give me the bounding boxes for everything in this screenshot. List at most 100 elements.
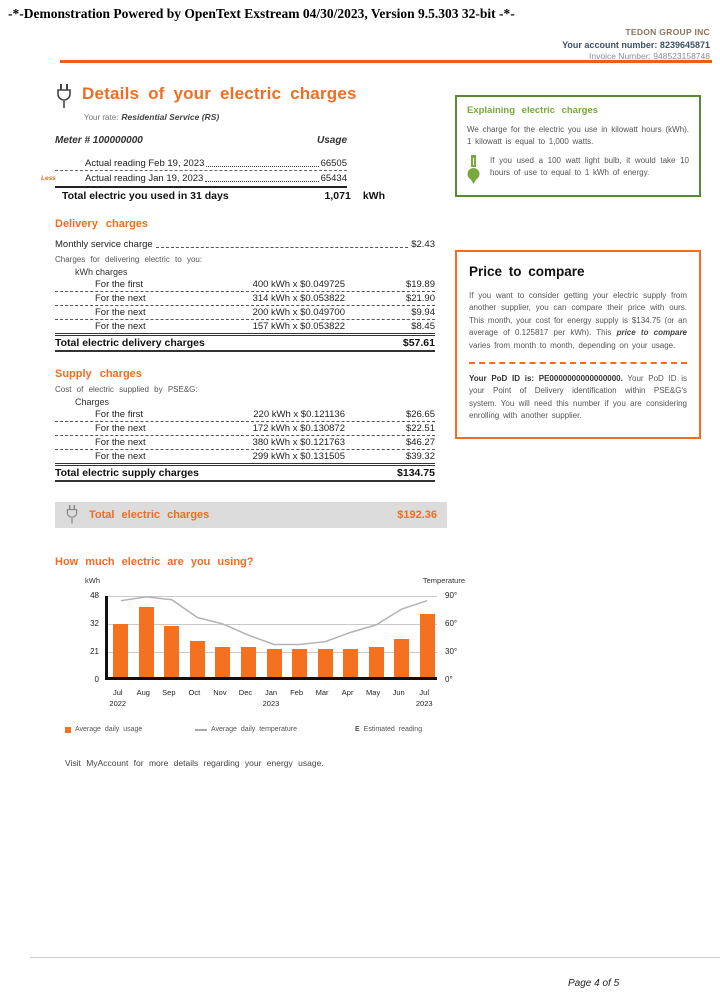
plug-icon [57,84,71,108]
section-details: Details of your electric charges [55,84,447,110]
footer-divider [30,957,720,958]
delivery-rows: For the first 400 kWh x $0.049725 $19.89… [55,278,447,333]
delivery-total-amount: $57.61 [402,337,435,349]
gridline [108,596,437,597]
usage-bar [266,649,282,677]
temperature-line [120,596,428,646]
left-axis-label: kWh [85,576,100,585]
monthly-service-amount: $2.43 [411,239,435,250]
demo-banner: -*-Demonstration Powered by OpenText Exs… [8,6,515,21]
usage-bar [240,646,256,677]
month-label: Apr [341,688,354,697]
monthly-service-row: Monthly service charge $2.43 [55,239,435,250]
dotted-leader [205,173,319,182]
supply-intro: Cost of electric supplied by PSE&G: [55,385,198,394]
usage-bar [113,623,129,677]
month-label: Jan [264,688,278,697]
delivery-title: Delivery charges [55,218,149,230]
month-label: Jul [112,688,123,697]
usage-total-row: Total electric you used in 31 days 1,071… [55,190,385,202]
delivery-intro: Charges for delivering electric to you: [55,255,203,264]
usage-chart: kWh Temperature 48 32 21 0 90° 60° 30° 0… [55,576,465,748]
usage-bar [292,649,308,677]
year-label: 2023 [262,699,280,708]
right-axis-label: Temperature [422,576,465,585]
year-label: 2023 [415,699,433,708]
meter-readings: Meter # 100000000 Usage Actual reading F… [41,135,347,188]
monthly-service-label: Monthly service charge [55,239,153,250]
meter-number: Meter # 100000000 [55,135,143,146]
delivery-total-row: Total electric delivery charges $57.61 [55,333,435,352]
temp-tick: 0° [445,675,453,684]
usage-bar [419,614,435,677]
y-tick: 48 [90,591,99,600]
usage-legend-swatch [65,726,71,733]
charge-row: For the first 220 kWh x $0.121136 $26.65 [55,408,435,422]
month-label: Sep [162,688,176,697]
reading-value: 65434 [320,173,347,184]
rate-value: Residential Service (RS) [121,112,220,122]
usage-bar [189,641,205,677]
supply-total-amount: $134.75 [397,467,435,479]
reading-value: 66505 [320,158,347,169]
reading-label: Actual reading Feb 19, 2023 [85,158,205,169]
charges-column: Details of your electric charges Your ra… [41,84,465,768]
month-label: Jul [419,688,430,697]
month-label: Nov [213,688,227,697]
rate-label: Your rate: [84,113,119,122]
usage-bar [215,646,231,677]
bulb-tip-text: If you used a 100 watt light bulb, it wo… [490,156,689,177]
explain-box-title: Explaining electric charges [467,105,599,116]
info-column: Explaining electric charges We charge fo… [455,95,701,439]
usage-header: Usage [316,135,347,146]
dotted-leader [206,158,319,167]
header-divider [60,60,712,63]
light-bulb-icon [467,155,480,185]
delivery-total-label: Total electric delivery charges [55,337,205,349]
usage-total-unit: kWh [362,190,385,202]
month-label: May [366,688,381,697]
usage-total-label: Total electric you used in 31 days [62,190,229,202]
charge-row: For the next 380 kWh x $0.121763 $46.27 [55,436,435,450]
legend-usage: Average daily usage [65,726,142,733]
usage-bar [343,649,359,677]
dashed-divider [469,361,687,364]
usage-bar [394,638,410,677]
usage-bar [368,646,384,677]
delivery-sub: kWh charges [75,267,128,277]
page-title: Details of your electric charges [82,84,357,103]
legend-estimated: E Estimated reading [355,726,423,733]
total-electric-bar: Total electric charges $192.36 [55,502,447,528]
rate-line: Your rate: Residential Service (RS) [84,112,447,122]
explain-box-text: We charge for the electric you use in ki… [467,125,689,146]
charge-row: For the next 314 kWh x $0.053822 $21.90 [55,292,435,306]
temp-tick: 90° [445,591,458,600]
page-number: Page 4 of 5 [568,978,620,989]
supply-total-row: Total electric supply charges $134.75 [55,463,435,482]
supply-sub: Charges [75,397,110,407]
less-tag: Less [41,175,56,182]
chart-plot [105,596,437,680]
month-label: Feb [290,688,303,697]
supply-rows: For the first 220 kWh x $0.121136 $26.65… [55,408,447,463]
month-label: Oct [188,688,201,697]
usage-total-value: 1,071 [324,190,351,202]
total-electric-amount: $192.36 [397,509,437,521]
explaining-charges-box: Explaining electric charges We charge fo… [455,95,701,198]
month-label: Mar [315,688,329,697]
chart-legend: Average daily usage Average daily temper… [55,726,465,740]
x-axis-labels: Jul Aug Sep Oct Nov Dec Jan Feb Mar Apr May Jun Jul 2… [105,688,437,714]
supply-total-label: Total electric supply charges [55,467,199,479]
temp-tick: 60° [445,619,458,628]
usage-bar [164,626,180,677]
reading-row: Actual reading Feb 19, 2023 66505 [55,158,347,171]
price-box-paragraph: If you want to consider getting your ele… [469,291,687,350]
plug-icon [66,505,78,524]
legend-temperature: Average daily temperature [195,726,297,733]
charge-row: For the next 200 kWh x $0.049700 $9.94 [55,306,435,320]
account-block: TEDON GROUP INC Your account number: 823… [562,27,710,61]
company-name: TEDON GROUP INC [625,27,710,37]
month-label: Jun [392,688,405,697]
month-label: Dec [238,688,253,697]
